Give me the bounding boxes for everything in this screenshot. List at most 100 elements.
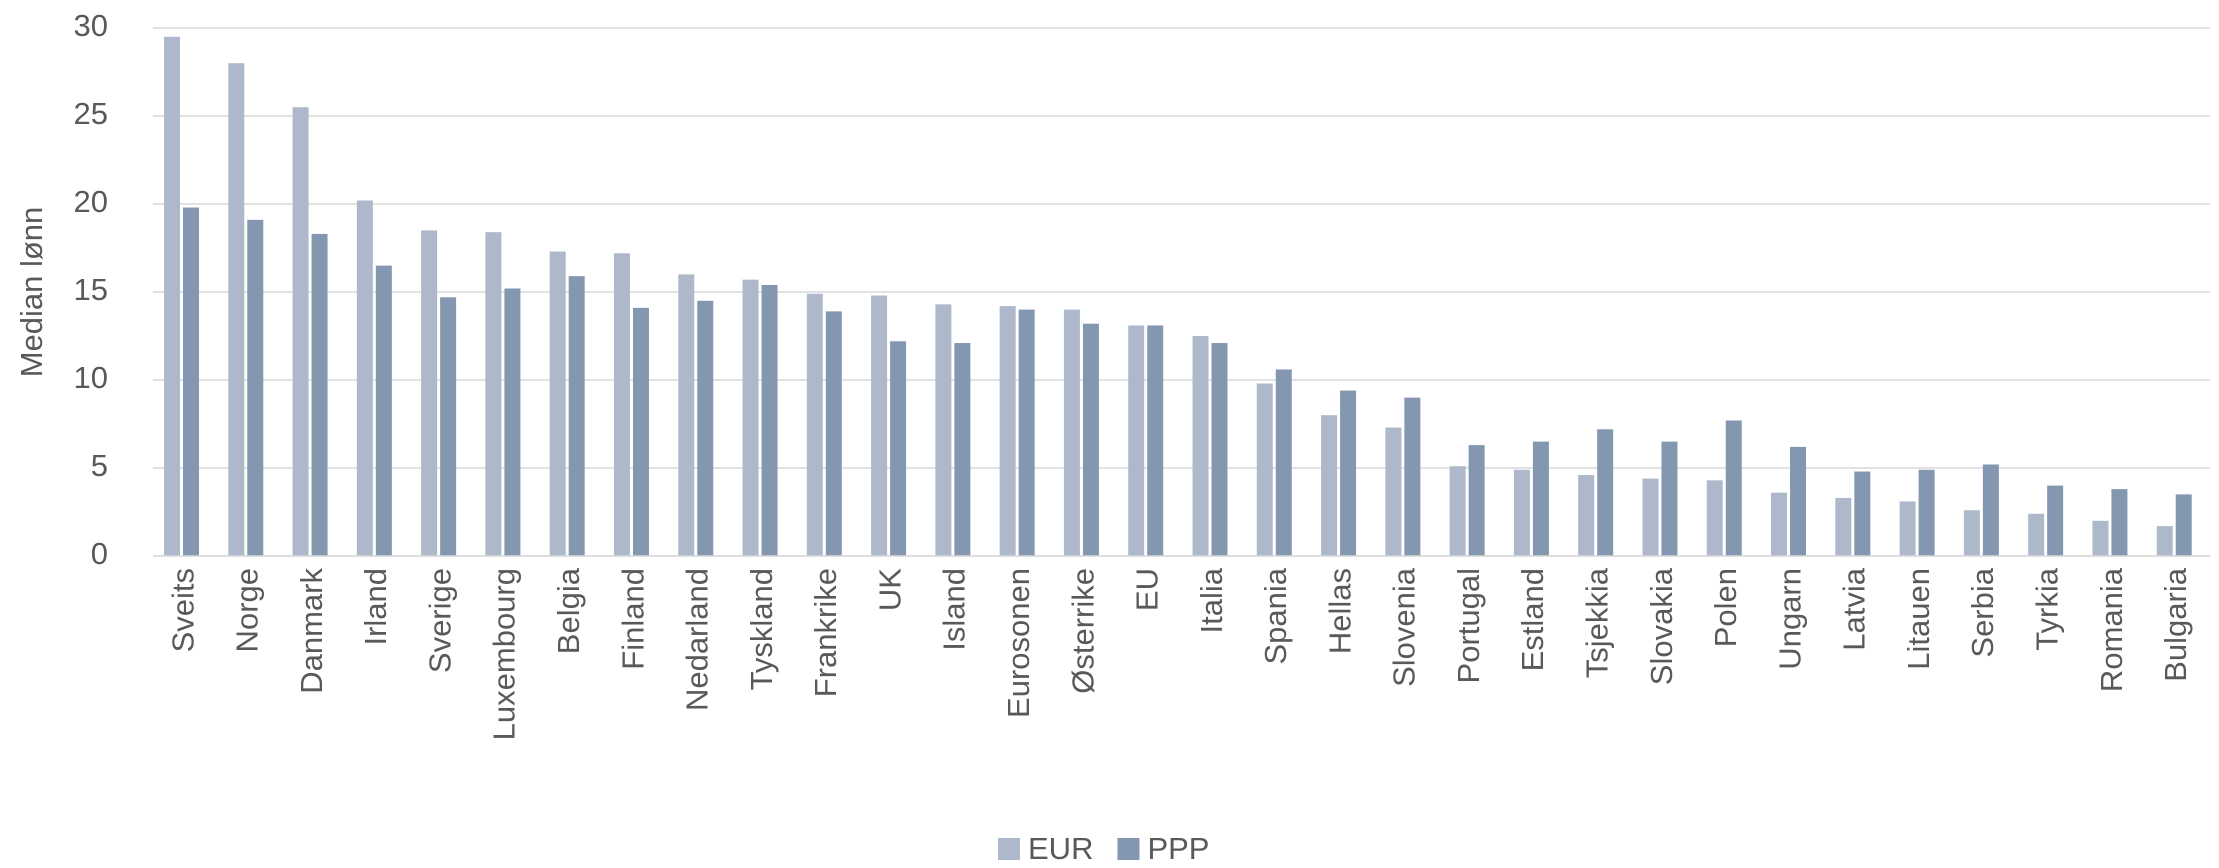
x-tick-label: Hellas [1322,568,1357,654]
bar [292,107,309,556]
bar [375,265,392,556]
x-tick-label: UK [872,568,907,611]
bar [1082,323,1099,556]
bar [1321,415,1338,556]
bar [164,36,180,557]
bar [1771,492,1788,556]
y-axis-label: Median lønn [14,207,49,378]
bar [954,343,971,556]
x-tick-label: Danmark [294,568,329,694]
bar [1385,427,1402,556]
x-tick-label: Island [937,568,972,651]
bar [890,341,907,556]
x-tick-label: Nedarland [680,568,715,711]
x-tick-label: Serbia [1965,567,2000,657]
bar [228,63,245,556]
bar [1275,369,1292,556]
bar [504,288,521,556]
x-tick-label: Polen [1708,568,1743,647]
bar [1513,469,1530,556]
x-tick-label: Belgia [551,567,586,654]
y-tick-label: 25 [74,96,108,131]
bar [1725,420,1742,556]
bar [2092,520,2109,556]
x-tick-label: Finland [615,568,650,670]
bar [1211,343,1228,556]
y-tick-label: 15 [74,272,108,307]
x-tick-label: Irland [358,568,393,646]
x-tick-label: Estland [1515,568,1550,671]
bar [2111,489,2128,556]
x-tick-label: Italia [1194,567,1229,633]
bar [1835,497,1852,556]
bar [1642,478,1659,556]
x-tick-label: Latvia [1837,567,1872,650]
bar [485,232,502,556]
bar [1597,429,1614,556]
x-tick-label: Eurosonen [1001,568,1036,718]
bar [311,233,328,557]
x-tick-label: Ungarn [1772,568,1807,670]
x-tick-label: Sverige [422,568,457,673]
bar [549,251,566,556]
bar [1899,501,1916,556]
bar [1063,309,1080,556]
y-tick-label: 5 [91,448,108,483]
bar [806,293,823,556]
bar [632,307,649,556]
bar [247,219,264,556]
x-tick-label: Luxembourg [487,568,522,740]
bar [871,295,888,556]
bar [2156,526,2173,556]
bar [1147,325,1164,556]
bar [1578,475,1595,556]
bar [1468,445,1485,556]
bar [2047,485,2064,556]
bar [440,297,457,556]
x-tick-label: Sveits [165,568,200,652]
y-tick-label: 20 [74,184,108,219]
y-tick-label: 10 [74,360,108,395]
bar [1340,390,1357,556]
x-tick-label: Tyskland [744,568,779,690]
bar [183,207,199,556]
x-tick-label: Østerrike [1065,568,1100,694]
legend-label: EUR [1028,831,1093,866]
x-tick-label: Slovakia [1644,567,1679,685]
bar [1918,469,1935,556]
x-tick-label: Romania [2094,567,2129,692]
x-tick-label: Norge [230,568,265,652]
y-tick-label: 30 [74,8,108,43]
legend-swatch [998,838,1020,860]
bar [1790,446,1807,556]
bar [935,304,952,556]
bar [1854,471,1871,556]
bar [613,253,630,556]
bar [1256,383,1273,556]
y-tick-label: 0 [91,536,108,571]
bar [1982,464,1999,556]
bar [2028,513,2045,556]
bar [421,230,438,556]
legend-label: PPP [1147,831,1209,866]
bar [1706,480,1723,556]
x-tick-label: Tsjekkia [1580,567,1615,678]
bar [1404,397,1421,556]
x-tick-label: Bulgaria [2158,567,2193,681]
x-tick-label: EU [1130,568,1165,611]
bar [1192,336,1209,556]
bar [568,276,585,556]
bar [1449,466,1466,556]
legend-swatch [1117,838,1140,860]
bar [356,200,373,557]
bar [1018,309,1035,556]
bar [825,311,842,556]
bar [742,279,759,556]
bar [761,284,778,556]
bar [2175,494,2192,556]
bar [999,306,1016,556]
x-tick-label: Portugal [1451,568,1486,683]
bar [678,274,695,556]
x-tick-label: Tyrkia [2029,567,2064,650]
